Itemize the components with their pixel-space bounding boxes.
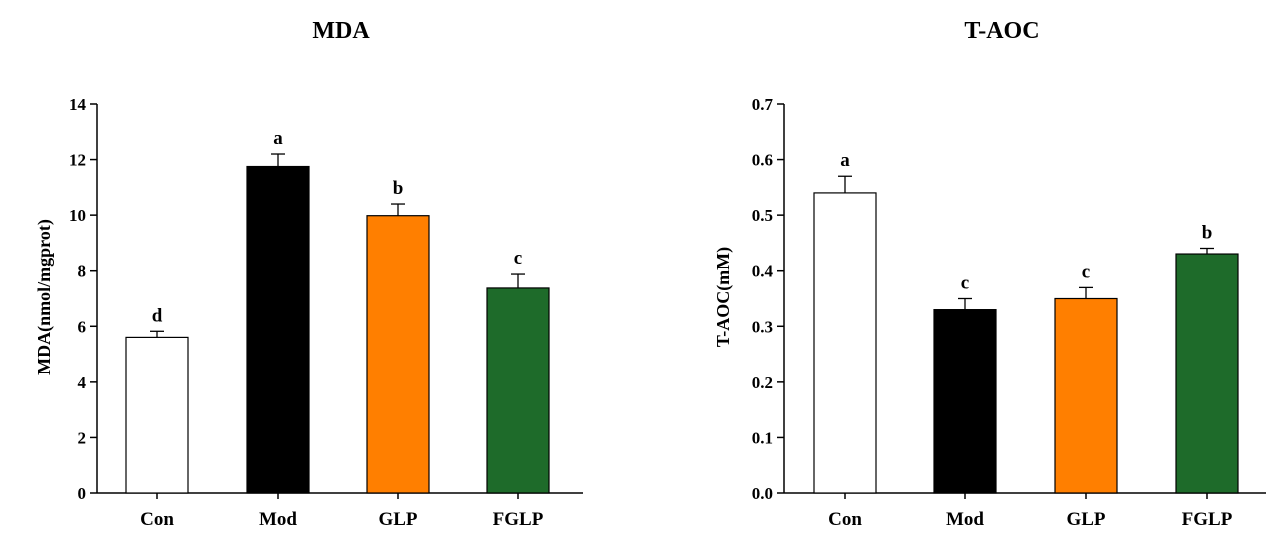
mda-y-tick-label: 8 (78, 262, 87, 281)
mda-significance-label: d (152, 305, 163, 326)
taoc-chart: T-AOC T-AOC(mM) 0.0 0.1 0.2 0.3 0.4 0.5 0.6 0.7… (713, 18, 1266, 530)
taoc-x-tick-label: GLP (1066, 509, 1105, 530)
mda-y-tick-label: 12 (69, 151, 86, 170)
taoc-bars: a c c b (813, 150, 1239, 494)
taoc-y-tick-label: 0.5 (752, 206, 773, 225)
taoc-x-labels: Con Mod GLP FGLP (828, 493, 1233, 530)
mda-bar-glp (366, 215, 430, 494)
mda-significance-label: a (273, 128, 283, 149)
taoc-significance-label: a (840, 150, 850, 171)
mda-bar-con (125, 336, 189, 494)
taoc-y-axis-label: T-AOC(mM) (713, 247, 734, 347)
taoc-y-tick-label: 0.0 (752, 484, 773, 503)
mda-x-tick-label: FGLP (493, 509, 544, 530)
taoc-significance-label: c (961, 273, 969, 294)
taoc-chart-title: T-AOC (964, 18, 1039, 44)
mda-bars: d a b c (125, 128, 550, 494)
mda-x-labels: Con Mod GLP FGLP (140, 493, 544, 530)
mda-chart: MDA MDA(nmol/mgprot) 0 2 4 6 8 10 12 14 d a b c Co… (34, 18, 583, 530)
mda-y-axis-label: MDA(nmol/mgprot) (34, 219, 55, 375)
taoc-y-tick-label: 0.1 (752, 428, 773, 447)
taoc-bar-mod (933, 309, 997, 494)
mda-bar-mod (246, 165, 310, 494)
taoc-bar-con (813, 192, 877, 494)
mda-bar-fglp (486, 287, 550, 494)
taoc-y-tick-label: 0.6 (752, 151, 773, 170)
mda-y-tick-label: 14 (69, 95, 87, 114)
mda-y-ticks: 0 2 4 6 8 10 12 14 (69, 95, 97, 503)
mda-y-tick-label: 2 (78, 428, 87, 447)
mda-significance-label: b (393, 178, 404, 199)
taoc-bar-glp (1054, 297, 1118, 494)
taoc-significance-label: c (1082, 261, 1090, 282)
mda-x-tick-label: GLP (378, 509, 417, 530)
taoc-bar-fglp (1175, 253, 1239, 494)
mda-x-tick-label: Con (140, 509, 174, 530)
mda-chart-title: MDA (312, 18, 370, 44)
taoc-x-tick-label: FGLP (1182, 509, 1233, 530)
mda-y-tick-label: 0 (78, 484, 87, 503)
taoc-significance-label: b (1202, 222, 1213, 243)
taoc-y-ticks: 0.0 0.1 0.2 0.3 0.4 0.5 0.6 0.7 (752, 95, 784, 503)
taoc-y-tick-label: 0.7 (752, 95, 774, 114)
taoc-y-tick-label: 0.4 (752, 262, 774, 281)
mda-y-tick-label: 10 (69, 206, 86, 225)
taoc-y-tick-label: 0.3 (752, 317, 773, 336)
taoc-x-tick-label: Con (828, 509, 862, 530)
mda-y-tick-label: 4 (78, 373, 87, 392)
taoc-y-tick-label: 0.2 (752, 373, 773, 392)
taoc-x-tick-label: Mod (946, 509, 984, 530)
mda-x-tick-label: Mod (259, 509, 297, 530)
mda-significance-label: c (514, 248, 522, 269)
mda-y-tick-label: 6 (78, 317, 87, 336)
